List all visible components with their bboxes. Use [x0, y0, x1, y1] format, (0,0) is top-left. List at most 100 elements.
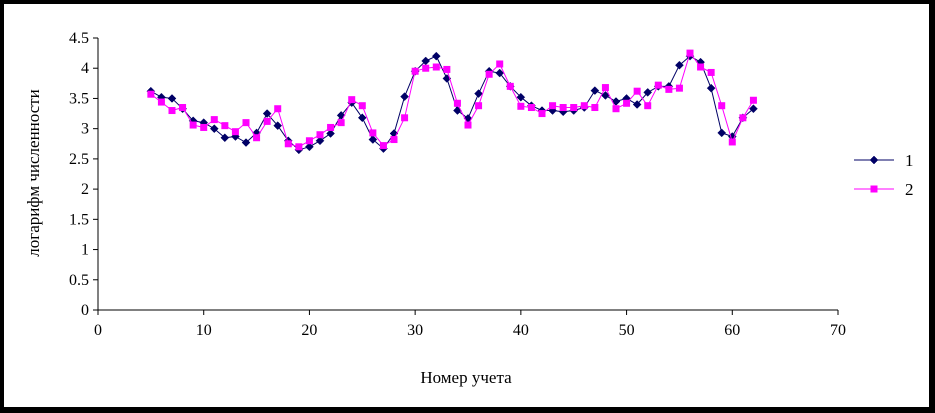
data-point-series-2 — [348, 96, 356, 104]
data-point-series-2 — [221, 122, 229, 130]
data-point-series-2 — [506, 82, 514, 90]
legend-label: 1 — [905, 151, 914, 170]
y-tick-label: 3 — [81, 121, 89, 138]
data-point-series-1 — [453, 106, 462, 115]
data-point-series-1 — [400, 92, 409, 101]
data-point-series-2 — [284, 140, 292, 148]
data-point-series-2 — [157, 98, 165, 106]
legend-item-1: 1 — [854, 151, 914, 170]
data-point-series-2 — [644, 102, 652, 110]
data-point-series-2 — [390, 136, 398, 144]
data-point-series-2 — [231, 128, 239, 136]
data-point-series-2 — [527, 104, 535, 112]
y-tick-label: 2 — [81, 181, 89, 198]
data-point-series-2 — [464, 121, 472, 129]
series-2 — [147, 49, 757, 151]
data-point-series-1 — [209, 124, 219, 134]
data-point-series-2 — [549, 102, 557, 110]
data-point-series-1 — [516, 92, 526, 102]
data-point-series-2 — [189, 121, 197, 129]
x-axis-title: Номер учета — [420, 368, 512, 387]
data-point-series-2 — [718, 102, 726, 110]
data-point-series-2 — [517, 102, 525, 110]
data-point-series-2 — [612, 105, 620, 113]
data-point-series-2 — [538, 110, 546, 118]
data-point-series-2 — [168, 107, 176, 115]
data-point-series-1 — [220, 133, 230, 143]
data-point-series-2 — [665, 85, 673, 93]
y-tick-label: 1.5 — [69, 211, 89, 228]
data-point-series-2 — [633, 87, 641, 95]
data-point-series-1 — [590, 86, 600, 95]
data-point-series-1 — [241, 138, 251, 147]
data-point-series-2 — [316, 131, 324, 139]
data-point-series-1 — [305, 142, 314, 152]
series-line-2 — [150, 52, 754, 148]
data-point-series-2 — [570, 104, 578, 112]
y-axis-title: логарифм численности — [24, 89, 43, 257]
y-tick-label: 2.5 — [69, 151, 89, 168]
data-point-series-2 — [654, 81, 662, 89]
data-point-series-1 — [717, 128, 727, 138]
x-tick-label: 40 — [513, 322, 529, 339]
data-point-series-2 — [305, 137, 313, 145]
y-tick-label: 3.5 — [69, 90, 89, 107]
data-point-series-2 — [210, 116, 218, 124]
data-point-series-1 — [474, 89, 483, 98]
data-point-series-2 — [686, 49, 694, 57]
data-point-series-2 — [580, 102, 588, 110]
data-point-series-2 — [401, 114, 409, 122]
legend-item-2: 2 — [854, 180, 914, 199]
data-point-series-1 — [262, 109, 272, 118]
y-tick-label: 4.5 — [69, 30, 89, 47]
chart: 0 0.5 1 1.5 2 2.5 3 3.5 4 4.5 0 10 20 30 40 50 60 70 лога… — [24, 30, 914, 387]
chart-frame: 0 0.5 1 1.5 2 2.5 3 3.5 4 4.5 0 10 20 30 40 50 60 70 лога… — [4, 4, 929, 407]
data-point-series-2 — [242, 119, 250, 127]
data-point-series-2 — [749, 96, 757, 104]
data-point-series-1 — [368, 135, 378, 144]
data-point-series-1 — [675, 60, 684, 70]
series-1 — [146, 51, 758, 155]
data-point-series-2 — [496, 60, 504, 68]
data-point-series-1 — [326, 129, 335, 138]
legend-marker — [869, 155, 879, 165]
x-tick-label: 50 — [619, 322, 635, 339]
data-point-series-2 — [443, 65, 451, 73]
data-point-series-1 — [643, 88, 653, 97]
data-point-series-2 — [559, 104, 567, 112]
data-point-series-1 — [357, 113, 367, 123]
data-point-series-2 — [147, 90, 155, 98]
data-point-series-2 — [707, 68, 715, 76]
data-point-series-2 — [422, 64, 430, 72]
data-point-series-1 — [611, 97, 621, 106]
axes — [93, 37, 839, 315]
data-point-series-1 — [273, 121, 283, 130]
data-point-series-2 — [379, 142, 387, 150]
data-point-series-2 — [675, 84, 683, 92]
data-point-series-2 — [274, 105, 282, 113]
legend-label: 2 — [905, 180, 914, 199]
tick-labels: 0 0.5 1 1.5 2 2.5 3 3.5 4 4.5 0 10 20 30 40 50 60 70 — [69, 30, 846, 339]
data-point-series-1 — [315, 136, 325, 146]
x-tick-label: 20 — [301, 322, 317, 339]
series-layer — [146, 49, 758, 155]
x-tick-label: 70 — [830, 322, 846, 339]
data-point-series-1 — [601, 91, 610, 100]
data-point-series-2 — [253, 134, 261, 142]
data-point-series-2 — [739, 114, 747, 122]
x-tick-label: 0 — [94, 322, 102, 339]
legend-marker — [870, 185, 878, 193]
data-point-series-2 — [453, 99, 461, 107]
data-point-series-2 — [179, 104, 187, 112]
data-point-series-2 — [485, 70, 493, 78]
data-point-series-1 — [632, 100, 642, 109]
data-point-series-1 — [749, 104, 758, 114]
x-tick-label: 30 — [407, 322, 423, 339]
y-tick-label: 0.5 — [69, 272, 89, 289]
data-point-series-1 — [706, 83, 716, 93]
data-point-series-2 — [337, 119, 345, 127]
data-point-series-2 — [697, 63, 705, 71]
data-point-series-2 — [411, 67, 419, 75]
data-point-series-1 — [495, 68, 505, 78]
x-tick-label: 10 — [196, 322, 212, 339]
